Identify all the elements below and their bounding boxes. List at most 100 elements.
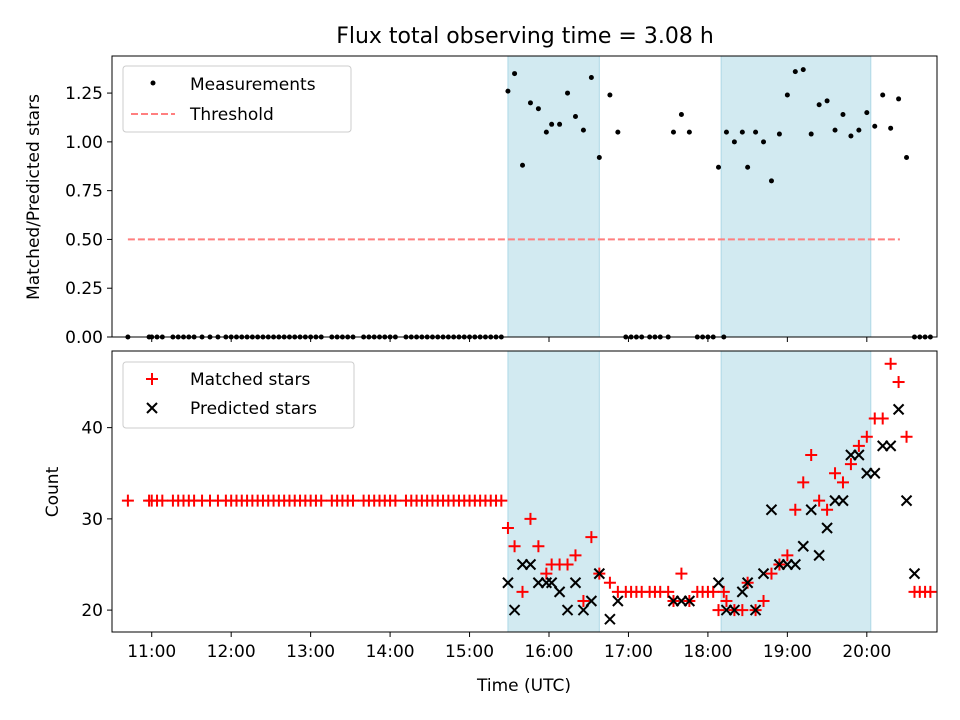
matched-star-point xyxy=(736,604,749,617)
matched-star-point xyxy=(781,549,794,562)
y-tick-label: 0.75 xyxy=(65,182,103,202)
matched-star-point xyxy=(662,585,675,598)
matched-star-point xyxy=(121,494,134,507)
measurement-point xyxy=(686,129,692,135)
measurement-point xyxy=(776,131,782,137)
legend-predicted-marker xyxy=(146,402,158,414)
matched-star-point xyxy=(707,585,720,598)
bottom-y-axis-label: Count xyxy=(43,466,63,517)
measurement-point xyxy=(824,98,830,104)
predicted-star-mark-b xyxy=(892,403,905,416)
predicted-star-mark-b xyxy=(813,549,825,562)
measurement-point xyxy=(588,74,594,80)
predicted-star-point xyxy=(884,440,897,452)
predicted-star-mark-b xyxy=(683,595,696,607)
x-tick-label: 18:00 xyxy=(683,642,732,662)
matched-star-point xyxy=(720,594,733,607)
predicted-stars-points xyxy=(502,403,921,625)
legend-measurements-label: Measurements xyxy=(190,75,316,95)
predicted-star-mark-b xyxy=(765,504,778,516)
y-tick-label: 1.25 xyxy=(65,84,103,104)
top-axes-frame xyxy=(111,55,938,338)
matched-star-point xyxy=(797,476,810,489)
predicted-star-point xyxy=(553,586,566,598)
predicted-star-mark-b xyxy=(561,604,574,616)
predicted-star-point xyxy=(869,467,881,479)
bottom-panel: 11:00 12:00 13:00 14:00 15:00 16:00 17:00 18:00… xyxy=(43,350,938,696)
measurement-point xyxy=(872,123,878,129)
predicted-star-point xyxy=(577,604,590,616)
measurement-point xyxy=(678,112,684,118)
matched-star-point xyxy=(876,412,889,425)
x-tick-label: 12:00 xyxy=(207,642,256,662)
measurement-point xyxy=(816,102,822,108)
predicted-star-point xyxy=(502,577,514,589)
predicted-star-point xyxy=(545,577,558,589)
top-y-axis-label: Matched/Predicted stars xyxy=(24,94,44,300)
y-tick-label: 20 xyxy=(81,601,103,621)
top-legend: Measurements Threshold xyxy=(122,65,352,133)
measurement-point xyxy=(840,112,846,118)
predicted-star-mark-b xyxy=(757,567,770,580)
measurement-point xyxy=(615,129,621,135)
matched-star-point xyxy=(603,576,616,589)
legend-matched-marker xyxy=(146,373,158,385)
predicted-star-point xyxy=(892,403,905,416)
matched-star-point xyxy=(585,531,598,544)
measurement-point xyxy=(761,139,767,145)
matched-star-point xyxy=(717,585,730,598)
predicted-star-point xyxy=(561,604,574,616)
measurement-point xyxy=(784,92,790,98)
matched-star-point xyxy=(757,594,770,607)
predicted-star-mark-b xyxy=(736,586,749,598)
matched-star-point xyxy=(569,549,582,562)
matched-star-point xyxy=(789,503,802,516)
top-panel: 0.00 0.25 0.50 0.75 1.00 1.25 Matched/Predict… xyxy=(24,55,938,348)
predicted-star-mark-b xyxy=(585,595,598,607)
matched-star-point xyxy=(860,430,873,443)
legend-matched-label: Matched stars xyxy=(190,370,310,390)
matched-stars-points xyxy=(121,357,937,617)
x-tick-label: 15:00 xyxy=(445,642,494,662)
matched-star-point xyxy=(501,521,514,534)
measurement-point xyxy=(880,92,886,98)
measurement-point xyxy=(596,154,602,160)
predicted-star-mark-b xyxy=(749,604,762,616)
top-legend-box xyxy=(122,65,352,133)
matched-star-point xyxy=(156,494,169,507)
predicted-star-point xyxy=(853,449,865,461)
matched-star-point xyxy=(836,476,849,489)
predicted-star-point xyxy=(593,567,606,580)
matched-star-point xyxy=(805,449,818,462)
predicted-star-mark-b xyxy=(797,540,809,552)
matched-star-point xyxy=(516,585,529,598)
predicted-star-point xyxy=(765,504,778,516)
predicted-star-point xyxy=(728,604,741,616)
measurement-point xyxy=(753,129,759,135)
predicted-star-point xyxy=(789,558,802,571)
matched-star-point xyxy=(765,567,778,580)
measurement-point xyxy=(800,67,806,73)
x-tick-label: 17:00 xyxy=(604,642,653,662)
measurement-point xyxy=(549,121,555,127)
y-tick-label: 0.00 xyxy=(65,328,103,348)
predicted-star-mark-b xyxy=(545,577,558,589)
legend-predicted-label: Predicted stars xyxy=(190,399,317,419)
measurement-point xyxy=(535,106,541,112)
predicted-star-mark-b xyxy=(900,494,913,507)
predicted-star-mark-b xyxy=(612,595,624,607)
predicted-star-point xyxy=(585,595,598,607)
predicted-star-point xyxy=(524,558,537,571)
predicted-star-point xyxy=(797,540,809,552)
predicted-star-point xyxy=(908,567,921,580)
measurement-point xyxy=(832,127,838,133)
predicted-star-mark-b xyxy=(884,440,897,452)
y-tick-label: 40 xyxy=(81,419,103,439)
measurement-point xyxy=(745,164,751,170)
x-tick-label: 16:00 xyxy=(524,642,573,662)
predicted-star-mark-b xyxy=(908,567,921,580)
matched-star-point xyxy=(852,439,865,452)
shaded-interval-0 xyxy=(507,55,600,338)
measurement-point xyxy=(716,164,722,170)
